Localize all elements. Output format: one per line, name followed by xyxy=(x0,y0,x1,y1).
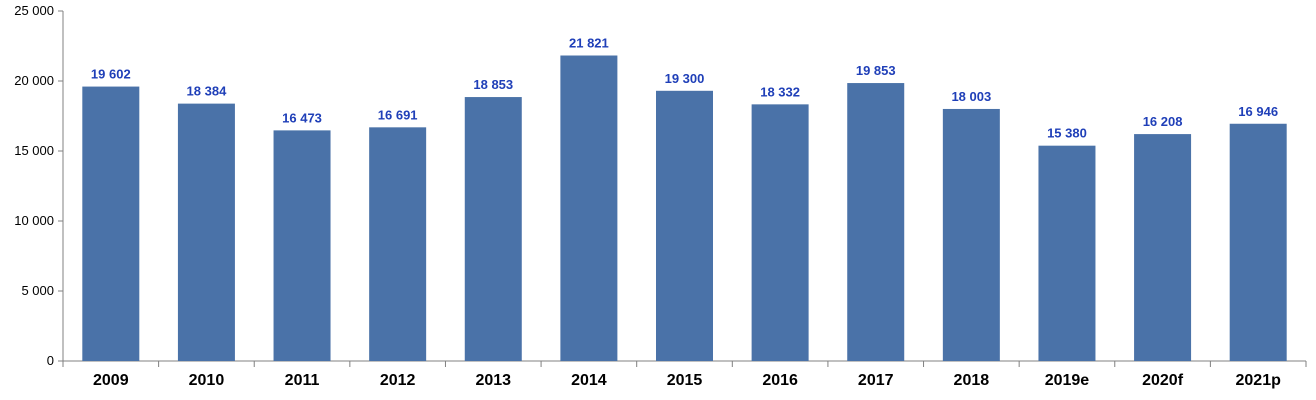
bar-2019e xyxy=(1038,145,1096,361)
y-tick-label: 20 000 xyxy=(14,73,54,88)
data-label: 19 853 xyxy=(856,63,896,78)
x-tick-label: 2019e xyxy=(1045,372,1090,389)
x-tick-label: 2009 xyxy=(93,372,129,389)
data-label: 19 300 xyxy=(665,71,705,86)
x-tick-label: 2020f xyxy=(1142,372,1184,389)
chart-axes: 0 5 000 10 000 15 000 20 000 25 000 xyxy=(14,3,1307,368)
bar-2012 xyxy=(369,127,427,362)
x-tick-label: 2012 xyxy=(380,372,416,389)
x-tick-label: 2015 xyxy=(667,372,703,389)
x-tick-label: 2013 xyxy=(475,372,511,389)
x-tick-label: 2011 xyxy=(285,372,320,389)
bar-2020f xyxy=(1134,134,1192,361)
y-tick-label: 25 000 xyxy=(14,3,54,18)
data-label: 18 332 xyxy=(760,84,800,99)
bar-2009 xyxy=(82,86,140,362)
y-tick-label: 0 xyxy=(47,353,54,368)
data-label: 18 003 xyxy=(951,89,991,104)
chart-data-labels: 19 602 2009 18 384 2010 16 473 2011 16 691 2012… xyxy=(91,36,1281,389)
bar-2010 xyxy=(177,103,235,362)
data-label: 18 384 xyxy=(187,84,228,99)
bar-2021p xyxy=(1229,123,1287,361)
data-label: 16 946 xyxy=(1238,104,1278,119)
x-tick-label: 2018 xyxy=(954,372,990,389)
data-label: 16 208 xyxy=(1143,114,1183,129)
bar-2016 xyxy=(751,104,809,362)
data-label: 16 691 xyxy=(378,107,418,122)
y-tick-label: 5 000 xyxy=(21,283,54,298)
data-label: 16 473 xyxy=(282,110,322,125)
data-label: 18 853 xyxy=(473,77,513,92)
data-label: 19 602 xyxy=(91,67,131,82)
y-tick-label: 10 000 xyxy=(14,213,54,228)
data-label: 15 380 xyxy=(1047,126,1087,141)
bar-2011 xyxy=(273,130,331,361)
x-tick-label: 2016 xyxy=(762,372,798,389)
bar-2013 xyxy=(464,97,522,362)
bar-2017 xyxy=(847,83,905,362)
x-tick-label: 2010 xyxy=(189,372,225,389)
chart-bars xyxy=(82,55,1287,362)
x-tick-label: 2014 xyxy=(571,372,607,389)
bar-2018 xyxy=(942,108,1000,361)
y-tick-label: 15 000 xyxy=(14,143,54,158)
x-tick-label: 2021p xyxy=(1236,372,1282,389)
x-tick-label: 2017 xyxy=(858,372,894,389)
bar-2014 xyxy=(560,55,618,361)
data-label: 21 821 xyxy=(569,36,609,51)
bar-2015 xyxy=(656,90,713,362)
